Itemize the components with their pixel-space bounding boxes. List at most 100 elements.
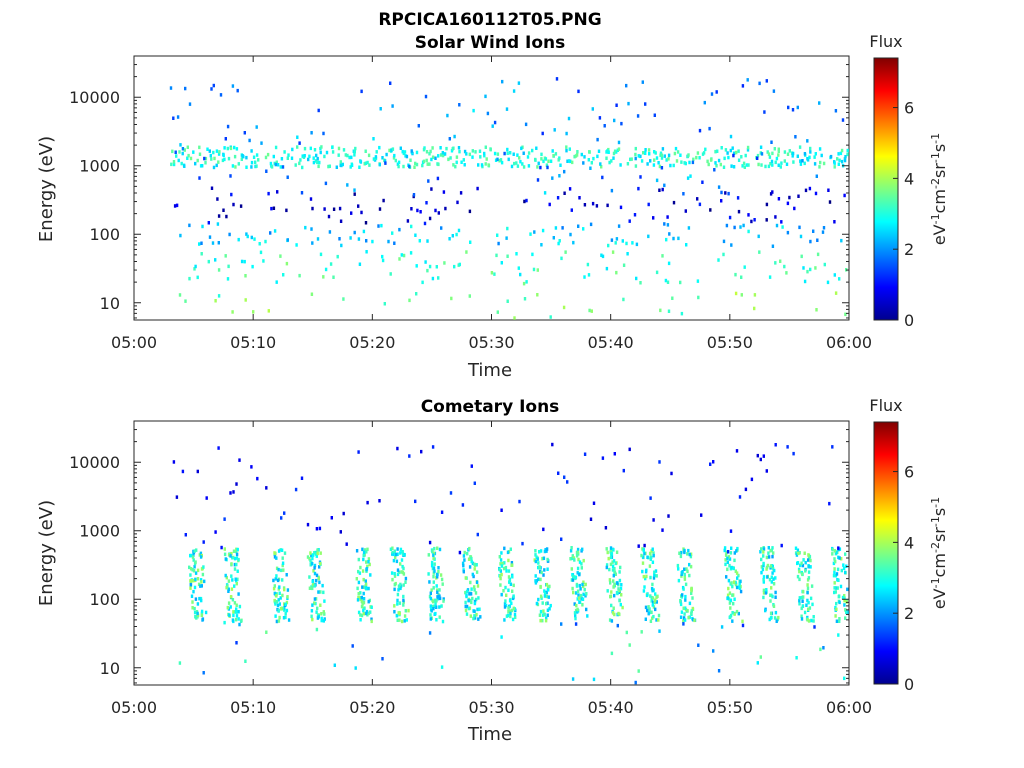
heatmap-cell xyxy=(235,610,238,614)
heatmap-cell xyxy=(821,230,825,234)
heatmap-cell xyxy=(640,630,643,634)
heatmap-cell xyxy=(362,600,366,605)
heatmap-cell xyxy=(512,89,516,93)
heatmap-cell xyxy=(729,598,733,603)
heatmap-cell xyxy=(389,81,392,85)
heatmap-cell xyxy=(191,555,195,559)
heatmap-cell xyxy=(469,592,473,596)
heatmap-cell xyxy=(741,619,744,624)
heatmap-cell xyxy=(606,149,609,153)
heatmap-cell xyxy=(738,585,741,589)
heatmap-cell xyxy=(392,156,396,160)
heatmap-cell xyxy=(235,603,238,607)
heatmap-cell xyxy=(727,155,730,160)
heatmap-cell xyxy=(396,552,399,556)
heatmap-cell xyxy=(281,561,285,565)
heatmap-cell xyxy=(191,606,194,610)
heatmap-cell xyxy=(845,610,848,615)
heatmap-cell xyxy=(717,158,721,163)
heatmap-cell xyxy=(231,598,235,602)
heatmap-cell xyxy=(563,191,566,195)
heatmap-cell xyxy=(471,561,475,566)
heatmap-cell xyxy=(802,590,805,594)
heatmap-cell xyxy=(363,548,367,552)
heatmap-cell xyxy=(724,148,728,152)
heatmap-cell xyxy=(633,213,637,217)
heatmap-cell xyxy=(577,593,580,597)
heatmap-cell xyxy=(239,204,243,208)
heatmap-cell xyxy=(757,234,760,239)
heatmap-cell xyxy=(252,310,255,314)
heatmap-cell xyxy=(436,595,439,599)
heatmap-cell xyxy=(618,598,621,603)
heatmap-cell xyxy=(255,153,259,157)
heatmap-cell xyxy=(458,262,461,267)
heatmap-cell xyxy=(683,575,686,579)
heatmap-cells xyxy=(169,77,849,320)
heatmap-cell xyxy=(212,83,215,88)
heatmap-cell xyxy=(370,605,373,609)
heatmap-cell xyxy=(797,194,800,198)
heatmap-cell xyxy=(327,164,330,169)
heatmap-cell xyxy=(286,175,289,179)
heatmap-cell xyxy=(717,258,720,262)
heatmap-cell xyxy=(287,153,290,157)
heatmap-cell xyxy=(209,153,212,158)
heatmap-cell xyxy=(838,594,841,598)
heatmap-cell xyxy=(223,157,226,162)
heatmap-cell xyxy=(201,618,204,622)
heatmap-cell xyxy=(689,552,693,556)
heatmap-cell xyxy=(715,164,718,168)
heatmap-cell xyxy=(573,575,576,579)
heatmap-cell xyxy=(457,228,461,233)
heatmap-cell xyxy=(651,588,654,593)
heatmap-cell xyxy=(342,297,345,301)
heatmap-cell xyxy=(196,602,200,606)
heatmap-cell xyxy=(311,241,314,245)
heatmap-cell xyxy=(353,192,356,196)
heatmap-cell xyxy=(569,232,572,237)
heatmap-cell xyxy=(720,625,724,629)
heatmap-cell xyxy=(264,155,268,160)
heatmap-cell xyxy=(558,174,561,178)
heatmap-cell xyxy=(610,159,613,163)
heatmap-cell xyxy=(686,552,689,556)
heatmap-cell xyxy=(734,580,737,585)
heatmap-cell xyxy=(642,589,646,593)
heatmap-cell xyxy=(807,558,810,562)
heatmap-cell xyxy=(210,87,213,91)
heatmap-cell xyxy=(323,207,326,211)
heatmap-cell xyxy=(777,163,780,167)
heatmap-cell xyxy=(245,165,248,169)
heatmap-cell xyxy=(771,546,774,550)
heatmap-cell xyxy=(409,251,413,255)
heatmap-cell xyxy=(762,561,765,566)
heatmap-cell xyxy=(616,623,619,628)
heatmap-cell xyxy=(262,259,265,263)
heatmap-cell xyxy=(806,139,809,143)
heatmap-cell xyxy=(506,226,509,231)
heatmap-cell xyxy=(392,552,395,557)
heatmap-cell xyxy=(365,586,369,591)
heatmap-cell xyxy=(762,550,765,554)
heatmap-cell xyxy=(647,148,651,152)
heatmap-cell xyxy=(682,616,686,620)
heatmap-cell xyxy=(770,140,773,144)
heatmap-cell xyxy=(513,612,517,617)
heatmap-cell xyxy=(703,100,706,105)
heatmap-cell xyxy=(840,568,843,573)
heatmap-cell xyxy=(273,551,276,555)
heatmap-cell xyxy=(541,601,544,605)
heatmap-cell xyxy=(605,565,608,570)
heatmap-cell xyxy=(398,570,401,574)
heatmap-cell xyxy=(429,596,433,601)
heatmap-cell xyxy=(408,454,411,458)
heatmap-cell xyxy=(384,161,387,165)
heatmap-cell xyxy=(720,190,723,195)
heatmap-cell xyxy=(549,159,553,163)
heatmap-cell xyxy=(282,273,285,277)
heatmap-cell xyxy=(575,584,579,588)
heatmap-cell xyxy=(728,563,731,568)
heatmap-cell xyxy=(737,611,740,616)
heatmap-cell xyxy=(493,151,497,156)
